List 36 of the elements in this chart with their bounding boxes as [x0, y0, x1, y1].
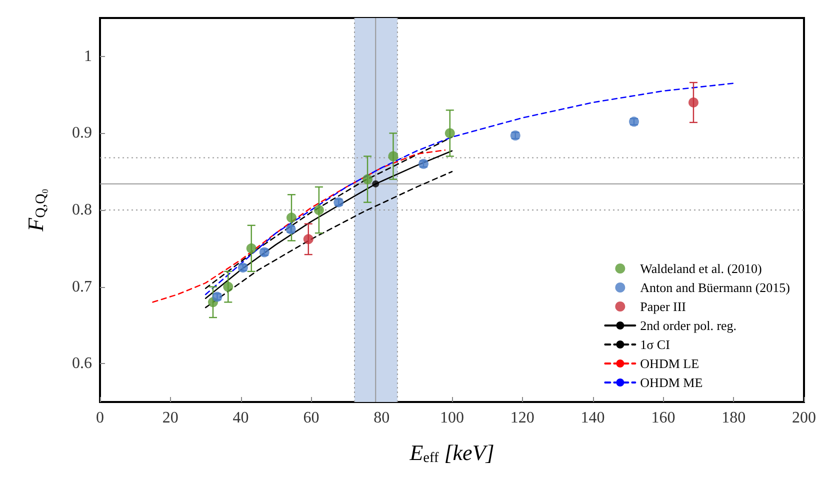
point — [372, 180, 380, 188]
x-tick-label: 0 — [96, 410, 104, 426]
x-tick-label: 40 — [232, 410, 249, 426]
point — [286, 212, 296, 223]
y-tick-label: 0.9 — [72, 124, 92, 142]
point — [303, 234, 314, 244]
point — [223, 282, 234, 292]
legend-label: 1σ CI — [640, 337, 670, 352]
y-tick-label: 1 — [84, 48, 92, 65]
point — [362, 174, 373, 184]
x-tick-label: 60 — [303, 410, 320, 426]
x-tick-label: 200 — [792, 410, 816, 426]
point — [444, 128, 455, 138]
x-tick-label: 120 — [510, 410, 534, 426]
x-tick-label: 160 — [651, 410, 676, 426]
x-tick-label: 80 — [374, 410, 390, 426]
y-axis-title: FQ,Q₀ — [23, 188, 49, 232]
x-tick-label: 100 — [440, 410, 464, 426]
line-series — [152, 149, 446, 303]
y-tick-label: 0.6 — [72, 355, 92, 372]
point — [388, 151, 398, 162]
legend-label: Waldeland et al. (2010) — [640, 261, 762, 276]
line-series — [204, 170, 453, 308]
legend-label: OHDM ME — [640, 375, 703, 390]
legend-label: Paper III — [640, 299, 686, 314]
y-tick-label: 0.8 — [72, 202, 92, 218]
y-tick-label: 0.7 — [72, 278, 92, 296]
point — [688, 97, 698, 108]
legend-label: Anton and Büermann (2015) — [640, 280, 790, 295]
x-tick-label: 20 — [162, 410, 178, 426]
point — [246, 243, 256, 254]
legend-label: 2nd order pol. reg. — [640, 318, 737, 333]
legend-label: OHDM LE — [640, 356, 700, 371]
point — [314, 205, 324, 215]
x-tick-label: 180 — [722, 410, 746, 426]
x-tick-label: 140 — [580, 410, 605, 426]
